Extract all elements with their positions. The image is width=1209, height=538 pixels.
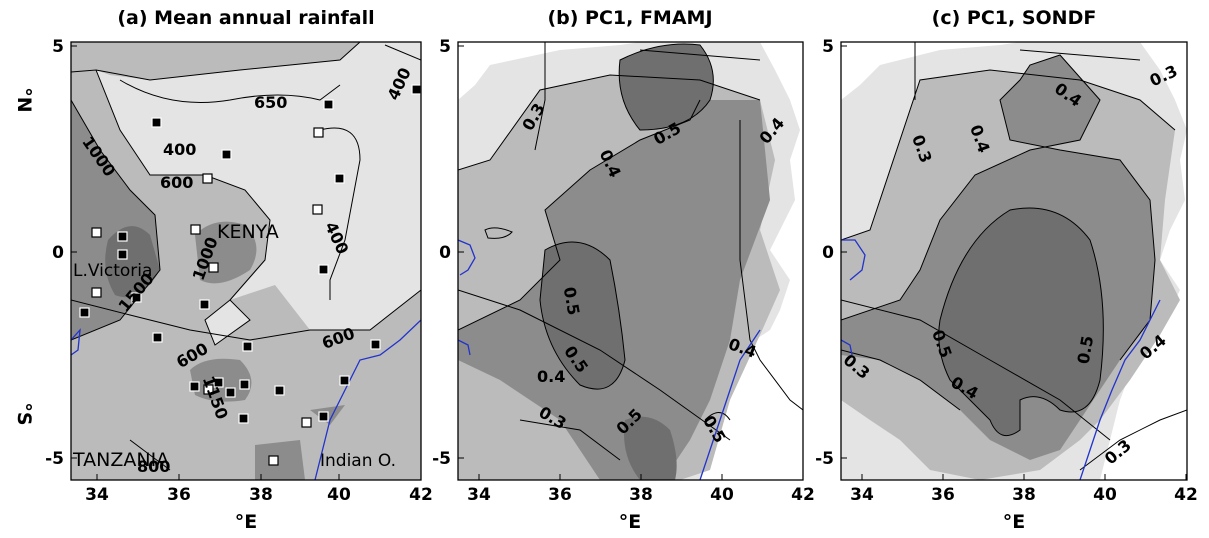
- rainfall-north-zone: [71, 42, 360, 80]
- label-indian-ocean: Indian O.: [320, 451, 396, 471]
- y-tick-label: -5: [45, 449, 64, 469]
- panel-c-ticks: [841, 45, 1187, 480]
- panel-a-ticks: [71, 45, 422, 480]
- x-tick-label: 42: [409, 485, 433, 505]
- y-tick-label: 0: [52, 243, 64, 263]
- panel-b-frame: [457, 41, 804, 481]
- x-tick-label: 34: [85, 485, 109, 505]
- panel-b-x-ticklabels: 34 36 38 40 42: [467, 485, 815, 505]
- label-tanzania: TANZANIA: [72, 449, 169, 471]
- y-tick-label: -5: [815, 449, 834, 469]
- rain-gauge-stations: [79, 84, 421, 466]
- x-tick-label: 38: [249, 485, 273, 505]
- panel-c-y-ticklabels: 5 0 -5: [815, 37, 834, 469]
- x-tick-label: 36: [548, 485, 572, 505]
- coastline-b: [458, 239, 761, 480]
- label-lake-victoria: L.Victoria: [73, 261, 152, 281]
- panel-c-map: 0.3 0.4 0.3 0.4 0.5 0.5 0.4 0.3 0.4 0.3: [841, 42, 1187, 480]
- rainfall-high-south: [255, 440, 305, 480]
- contour-label: 0.5: [560, 285, 584, 316]
- contour-label: 400: [163, 140, 196, 159]
- contour-label: 800: [137, 457, 170, 476]
- stations-filled: [79, 84, 421, 424]
- x-tick-label: 34: [850, 485, 874, 505]
- panel-a-map: 650 400 400 1000 600 400 1000 1500 600 6…: [71, 42, 421, 480]
- y-tick-label: -5: [432, 449, 451, 469]
- x-tick-label: 38: [629, 485, 653, 505]
- panel-a-y-ticklabels: 5 0 -5: [45, 37, 64, 469]
- y-axis-label-south: °S: [13, 402, 35, 425]
- panel-a: (a) Mean annual rainfall: [13, 7, 433, 533]
- panel-a-frame: [70, 41, 422, 481]
- contour-label: 0.4: [537, 367, 565, 386]
- panel-b-map: 0.3 0.4 0.5 0.4 0.5 0.5 0.4 0.4 0.3 0.5 …: [458, 42, 803, 480]
- y-tick-label: 5: [52, 37, 64, 57]
- x-tick-label: 42: [1174, 485, 1198, 505]
- x-tick-label: 36: [931, 485, 955, 505]
- panel-a-x-ticklabels: 34 36 38 40 42: [85, 485, 433, 505]
- y-axis-label-north: °N: [13, 87, 35, 112]
- contour-label: 0.5: [1074, 334, 1098, 365]
- x-axis-label: °E: [1003, 511, 1025, 533]
- y-tick-label: 0: [822, 243, 834, 263]
- x-axis-label: °E: [619, 511, 641, 533]
- x-tick-label: 40: [710, 485, 734, 505]
- panel-c-x-ticklabels: 34 36 38 40 42: [850, 485, 1198, 505]
- panel-c: (c) PC1, SONDF 0.3 0.4 0.3 0: [815, 7, 1198, 533]
- pc1-max-north: [619, 44, 714, 130]
- panel-b-y-ticklabels: 5 0 -5: [432, 37, 451, 469]
- contour-label: 600: [160, 173, 193, 192]
- label-kenya: KENYA: [217, 221, 279, 243]
- x-tick-label: 34: [467, 485, 491, 505]
- panel-b: (b) PC1, FMAMJ: [432, 7, 815, 533]
- coastline-c: [841, 239, 1161, 480]
- y-tick-label: 0: [439, 243, 451, 263]
- contour-label: 650: [254, 93, 287, 112]
- y-tick-label: 5: [439, 37, 451, 57]
- x-axis-label: °E: [235, 511, 257, 533]
- coastline-a: [71, 319, 421, 480]
- pc1-max-south: [624, 416, 677, 480]
- pc1-max-center: [938, 208, 1104, 436]
- x-tick-label: 38: [1012, 485, 1036, 505]
- panel-b-ticks: [458, 45, 804, 480]
- stations-open: [91, 127, 324, 466]
- x-tick-label: 36: [167, 485, 191, 505]
- x-tick-label: 40: [1093, 485, 1117, 505]
- x-tick-label: 40: [327, 485, 351, 505]
- pc1-contours: [841, 42, 1187, 471]
- panel-b-title: (b) PC1, FMAMJ: [547, 7, 712, 29]
- panel-a-title: (a) Mean annual rainfall: [117, 7, 374, 29]
- x-tick-label: 42: [791, 485, 815, 505]
- pc1-contours: [458, 42, 803, 461]
- rainfall-mid-zone: [71, 70, 421, 480]
- rainfall-max-victoria: [105, 226, 160, 298]
- y-tick-label: 5: [822, 37, 834, 57]
- panel-c-frame: [840, 41, 1188, 481]
- panel-c-title: (c) PC1, SONDF: [932, 7, 1097, 29]
